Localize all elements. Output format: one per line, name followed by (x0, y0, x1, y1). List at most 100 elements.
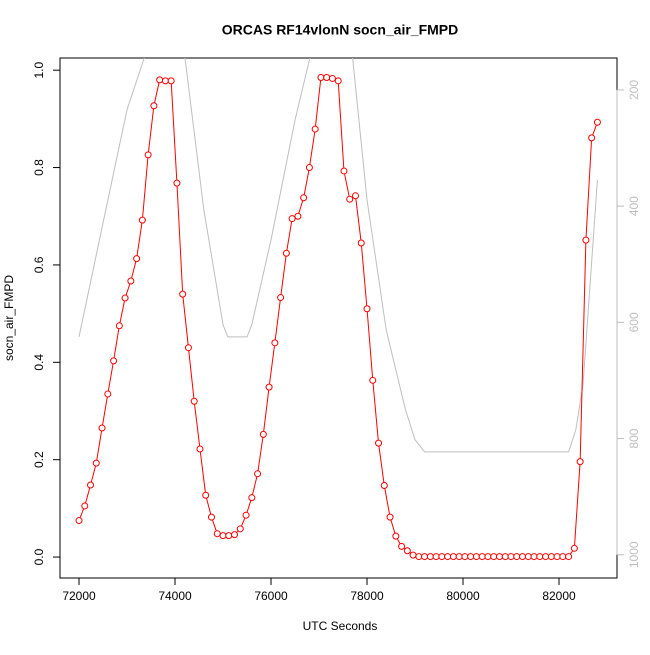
data-point (104, 390, 112, 398)
data-point (472, 553, 480, 561)
y-tick-label: 0.4 (32, 354, 46, 371)
data-point (478, 553, 486, 561)
data-point (375, 439, 383, 447)
y-tick-label: 1.0 (32, 62, 46, 79)
data-point (501, 553, 509, 561)
data-point (346, 195, 354, 203)
data-point (530, 553, 538, 561)
data-point (294, 212, 302, 220)
data-point (334, 77, 342, 85)
data-point (467, 553, 475, 561)
plot-area (75, 58, 601, 561)
data-point (455, 553, 463, 561)
data-point (432, 553, 440, 561)
data-point (138, 216, 146, 224)
data-point (115, 322, 123, 330)
data-point (513, 553, 521, 561)
data-point (398, 542, 406, 550)
data-point (426, 553, 434, 561)
data-point (444, 553, 452, 561)
series-line (78, 76, 598, 558)
data-point (380, 481, 388, 489)
data-point (156, 76, 164, 84)
data-point (288, 215, 296, 223)
data-point (593, 118, 601, 126)
data-point (576, 458, 584, 466)
x-tick-label: 72000 (62, 589, 96, 603)
data-point (340, 167, 348, 175)
data-point (133, 255, 141, 263)
y-axis-label: socn_air_FMPD (2, 275, 16, 361)
data-point (259, 430, 267, 438)
data-point (254, 470, 262, 478)
data-point (75, 517, 83, 525)
data-point (173, 179, 181, 187)
data-point (92, 459, 100, 467)
data-point (317, 73, 325, 81)
data-point (570, 544, 578, 552)
data-point (461, 553, 469, 561)
data-point (588, 134, 596, 142)
data-point (167, 77, 175, 85)
data-point (300, 194, 308, 202)
data-point (490, 553, 498, 561)
y-tick-label: 0.2 (32, 451, 46, 468)
data-point (87, 481, 95, 489)
data-point (305, 164, 313, 172)
data-point (282, 249, 290, 257)
data-point (369, 376, 377, 384)
data-point (507, 553, 515, 561)
data-point (202, 491, 210, 499)
series-line (78, 58, 598, 453)
data-point (495, 553, 503, 561)
data-point (357, 239, 365, 247)
data-point (351, 192, 359, 200)
data-point (127, 277, 135, 285)
data-point (449, 553, 457, 561)
data-point (386, 513, 394, 521)
data-point (392, 532, 400, 540)
data-point (484, 553, 492, 561)
y2-tick-label: 1000 (627, 541, 641, 568)
data-point (271, 339, 279, 347)
data-point (542, 553, 550, 561)
data-point (213, 530, 221, 538)
data-point (536, 553, 544, 561)
plot-box (59, 57, 618, 579)
data-point (421, 553, 429, 561)
data-point (403, 547, 411, 555)
y2-tick-label: 400 (627, 196, 641, 216)
y2-tick-label: 800 (627, 428, 641, 448)
data-point (184, 344, 192, 352)
x-tick-label: 82000 (542, 589, 576, 603)
x-tick-label: 78000 (350, 589, 384, 603)
y-tick-label: 0.6 (32, 256, 46, 273)
x-tick-label: 74000 (158, 589, 192, 603)
data-point (524, 553, 532, 561)
data-point (150, 102, 158, 110)
x-axis-label: UTC Seconds (303, 619, 378, 633)
data-point (559, 553, 567, 561)
data-point (328, 74, 336, 82)
data-point (81, 502, 89, 510)
x-tick-label: 80000 (446, 589, 480, 603)
y2-tick-label: 200 (627, 80, 641, 100)
data-point (265, 383, 273, 391)
data-point (519, 553, 527, 561)
data-point (161, 77, 169, 85)
data-point (363, 305, 371, 313)
data-point (121, 294, 129, 302)
data-point (582, 236, 590, 244)
data-point (547, 553, 555, 561)
data-point (196, 445, 204, 453)
data-point (98, 424, 106, 432)
data-point (565, 553, 573, 561)
data-point (110, 357, 118, 365)
y2-tick-label: 600 (627, 312, 641, 332)
data-point (438, 553, 446, 561)
data-point (207, 513, 215, 521)
data-point (248, 494, 256, 502)
data-point (225, 532, 233, 540)
data-point (311, 125, 319, 133)
data-point (242, 511, 250, 519)
